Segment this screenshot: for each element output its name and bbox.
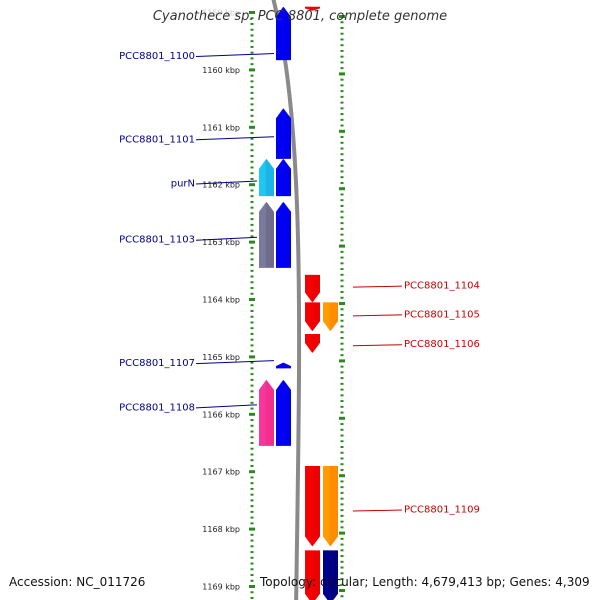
genome-backbone	[271, 0, 302, 600]
tick-label: 1167 kbp	[202, 468, 240, 477]
gene-label: PCC8801_1104	[404, 281, 480, 292]
tick-label: 1161 kbp	[202, 123, 240, 132]
tick-label: 1163 kbp	[202, 238, 240, 247]
gene-arrow-shade	[276, 6, 283, 61]
gene-arrow-shade	[305, 302, 312, 332]
tick-label: 1159 kbp	[202, 9, 240, 18]
scale-ticks: 1159 kbp 1160 kbp 1161 kbp 1162 kbp 1163 kbp…	[202, 9, 345, 599]
label-leader-line	[195, 53, 275, 58]
gene-arrow-shade	[276, 201, 283, 268]
tick-label: 1165 kbp	[202, 353, 240, 362]
tick-label: 1164 kbp	[202, 296, 240, 305]
gene-arrow-shade	[276, 379, 283, 446]
gene-arrow-shade	[259, 201, 266, 268]
gene-arrow-shade	[323, 465, 330, 547]
backbone-arc	[271, 0, 302, 600]
label-leader-line	[352, 509, 403, 512]
gene-label: purN	[171, 178, 195, 189]
label-leader-line	[352, 285, 403, 288]
gene-arrow	[259, 158, 274, 197]
label-leader-line	[195, 236, 258, 241]
gene-arrow-shade	[305, 550, 312, 600]
gene-arrow	[305, 6, 320, 11]
gene-label: PCC8801_1100	[119, 51, 195, 62]
gene-arrow	[276, 6, 291, 61]
gene-label: PCC8801_1106	[404, 339, 480, 350]
gene-arrow	[323, 465, 338, 547]
gene-features	[259, 6, 338, 600]
gene-label: PCC8801_1105	[404, 309, 480, 320]
gene-arrow	[305, 550, 320, 600]
gene-arrow-shade	[276, 158, 283, 197]
gene-label: PCC8801_1101	[119, 134, 195, 145]
gene-arrow-shade	[323, 302, 330, 332]
gene-arrow-shade	[259, 158, 266, 197]
gene-arrow	[305, 274, 320, 303]
gene-arrow	[276, 379, 291, 446]
gene-label: PCC8801_1103	[119, 235, 195, 246]
tick-label: 1160 kbp	[202, 66, 240, 75]
gene-arrow	[259, 379, 274, 446]
gene-arrow	[305, 302, 320, 332]
gene-arrow	[276, 158, 291, 197]
label-leader-line	[195, 404, 258, 409]
gene-arrow-shade	[305, 6, 312, 11]
tick-label: 1162 kbp	[202, 181, 240, 190]
gene-arrow-shade	[323, 550, 330, 600]
label-leader-line	[195, 180, 258, 185]
gene-label: PCC8801_1107	[119, 358, 195, 369]
gene-arrow	[259, 201, 274, 268]
gene-arrow	[276, 108, 291, 159]
tick-label: 1166 kbp	[202, 410, 240, 419]
map-title: Cyanothece sp. PCC 8801, complete genome	[152, 9, 448, 24]
gene-label: PCC8801_1109	[404, 505, 480, 516]
gene-arrow-shade	[305, 465, 312, 547]
gene-arrow	[276, 362, 291, 369]
label-leader-line	[352, 314, 403, 317]
label-leader-line	[195, 360, 275, 365]
gene-arrow	[323, 302, 338, 332]
gene-arrow	[305, 465, 320, 547]
gene-arrow-shade	[259, 379, 266, 446]
gene-arrow	[323, 550, 338, 600]
gene-labels: PCC8801_1100 PCC8801_1101 purN PCC8801_1103…	[119, 51, 480, 515]
tick-label: 1168 kbp	[202, 525, 240, 534]
gene-arrow-shade	[305, 333, 312, 353]
accession-text: Accession: NC_011726	[9, 575, 146, 589]
gene-arrow	[305, 333, 320, 353]
topology-text: Topology: circular; Length: 4,679,413 bp…	[260, 575, 590, 589]
label-leader-line	[352, 344, 403, 347]
gene-arrow-shade	[305, 274, 312, 303]
tick-label: 1169 kbp	[202, 583, 240, 592]
gene-arrow	[276, 201, 291, 268]
gene-arrow-shade	[276, 362, 283, 369]
gene-label: PCC8801_1108	[119, 402, 195, 413]
label-leader-line	[195, 136, 275, 141]
gene-arrow-shade	[276, 108, 283, 159]
